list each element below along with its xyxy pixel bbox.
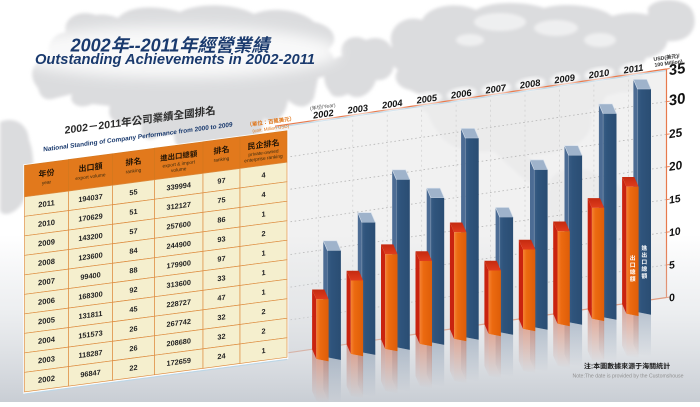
svg-text:Note:The date is provided by t: Note:The date is provided by the Customs… <box>572 372 683 379</box>
svg-text:97: 97 <box>217 253 225 265</box>
svg-text:20: 20 <box>666 156 683 175</box>
svg-text:1: 1 <box>261 267 265 278</box>
svg-text:2011: 2011 <box>38 197 55 210</box>
svg-text:2003: 2003 <box>38 353 55 366</box>
svg-text:1: 1 <box>261 345 265 356</box>
svg-text:1: 1 <box>261 286 265 297</box>
svg-text:51: 51 <box>129 206 137 218</box>
svg-text:26: 26 <box>129 323 137 335</box>
svg-text:2002: 2002 <box>38 373 55 386</box>
svg-text:93: 93 <box>217 233 225 245</box>
svg-text:注:本圖數據來源于海關統計: 注:本圖數據來源于海關統計 <box>584 362 670 372</box>
svg-text:額: 額 <box>630 274 636 283</box>
svg-text:year: year <box>42 178 52 186</box>
svg-text:25: 25 <box>666 123 683 142</box>
svg-text:97: 97 <box>217 175 225 187</box>
svg-text:84: 84 <box>129 245 138 257</box>
svg-text:Outstanding Achievements in 20: Outstanding Achievements in 2002-2011 <box>35 48 315 69</box>
svg-text:88: 88 <box>129 264 137 276</box>
svg-text:10: 10 <box>668 223 682 240</box>
svg-text:2004: 2004 <box>38 334 56 347</box>
svg-text:2: 2 <box>261 325 265 336</box>
svg-text:33: 33 <box>217 272 225 284</box>
svg-text:22: 22 <box>129 362 137 374</box>
svg-text:92: 92 <box>129 284 137 296</box>
svg-text:15: 15 <box>668 191 682 208</box>
svg-text:2011: 2011 <box>621 60 644 77</box>
svg-text:75: 75 <box>217 194 225 206</box>
svg-text:2: 2 <box>261 228 265 239</box>
svg-text:2: 2 <box>261 306 265 317</box>
svg-text:32: 32 <box>217 311 225 323</box>
svg-text:2010: 2010 <box>38 217 55 230</box>
svg-text:2006: 2006 <box>38 295 55 308</box>
svg-text:55: 55 <box>129 186 137 198</box>
svg-text:2009: 2009 <box>38 236 55 249</box>
svg-text:47: 47 <box>217 292 225 304</box>
svg-text:86: 86 <box>217 214 225 226</box>
svg-text:額: 額 <box>641 271 647 280</box>
svg-text:26: 26 <box>129 342 137 354</box>
svg-text:57: 57 <box>129 225 137 237</box>
svg-text:1: 1 <box>261 208 265 219</box>
svg-text:24: 24 <box>217 350 226 362</box>
svg-text:32: 32 <box>217 331 225 343</box>
svg-text:2005: 2005 <box>38 314 56 327</box>
svg-text:45: 45 <box>129 303 137 315</box>
svg-text:1: 1 <box>261 247 265 258</box>
svg-text:2007: 2007 <box>38 275 55 288</box>
svg-text:2008: 2008 <box>38 256 55 269</box>
